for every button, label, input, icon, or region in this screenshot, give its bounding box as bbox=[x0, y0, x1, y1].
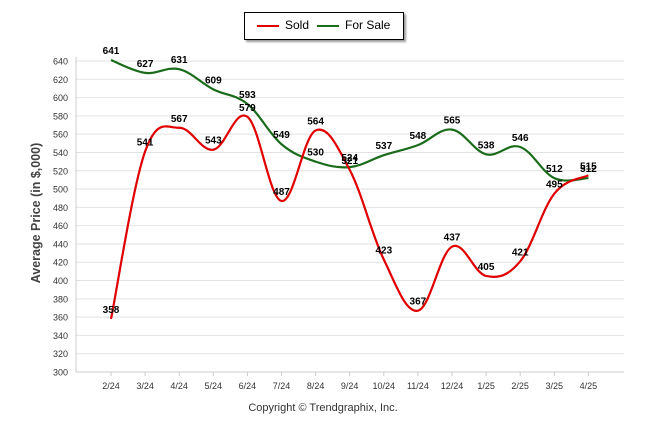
x-tick-label: 10/24 bbox=[373, 381, 396, 391]
x-tick-label: 3/25 bbox=[546, 381, 564, 391]
data-label-for-sale: 565 bbox=[444, 116, 461, 127]
data-label-sold: 405 bbox=[478, 262, 495, 273]
y-tick-label: 480 bbox=[53, 203, 68, 213]
x-tick-label: 4/25 bbox=[580, 381, 598, 391]
y-axis-ticks: 300 320 340 360 380 400 420 440 460 480 500 520 540 5… bbox=[53, 57, 68, 378]
data-label-sold: 367 bbox=[410, 297, 427, 308]
y-axis-label: Average Price (in $,000) bbox=[29, 142, 43, 284]
legend: Sold For Sale bbox=[244, 12, 404, 40]
data-label-for-sale: 538 bbox=[478, 140, 495, 151]
data-label-sold: 421 bbox=[512, 247, 529, 258]
data-label-sold: 521 bbox=[341, 156, 358, 167]
x-tick-label: 4/24 bbox=[170, 381, 188, 391]
data-label-for-sale: 524 bbox=[341, 153, 358, 164]
data-label-for-sale: 641 bbox=[103, 46, 120, 57]
data-label-for-sale: 546 bbox=[512, 133, 529, 144]
series-lines bbox=[109, 59, 589, 320]
grid-lines bbox=[75, 57, 624, 373]
x-tick-label: 2/24 bbox=[102, 381, 120, 391]
x-tick-label: 11/24 bbox=[407, 381, 429, 391]
data-label-for-sale: 609 bbox=[205, 75, 222, 86]
data-label-sold: 495 bbox=[546, 180, 563, 191]
data-label-sold: 358 bbox=[103, 305, 120, 316]
data-label-sold: 543 bbox=[205, 136, 222, 147]
data-label-for-sale: 530 bbox=[307, 148, 324, 159]
y-tick-label: 640 bbox=[53, 57, 68, 67]
data-label-for-sale: 512 bbox=[580, 164, 597, 175]
data-label-sold: 579 bbox=[239, 103, 256, 114]
y-tick-label: 380 bbox=[53, 294, 68, 304]
data-label-sold: 564 bbox=[307, 117, 324, 128]
x-tick-label: 7/24 bbox=[273, 381, 291, 391]
y-tick-label: 320 bbox=[53, 349, 68, 359]
data-label-for-sale: 548 bbox=[410, 131, 427, 142]
x-tick-label: 2/25 bbox=[511, 381, 529, 391]
x-tick-label: 12/24 bbox=[441, 381, 464, 391]
x-tick-label: 1/25 bbox=[477, 381, 495, 391]
x-tick-label: 3/24 bbox=[136, 381, 154, 391]
y-tick-label: 400 bbox=[53, 276, 68, 286]
y-tick-label: 460 bbox=[53, 221, 68, 231]
data-label-sold: 515 bbox=[580, 161, 597, 172]
y-tick-label: 540 bbox=[53, 148, 68, 158]
y-tick-label: 520 bbox=[53, 166, 68, 176]
data-label-for-sale: 593 bbox=[239, 90, 256, 101]
data-label-sold: 541 bbox=[137, 138, 154, 149]
data-label-sold: 567 bbox=[171, 114, 188, 125]
y-tick-label: 560 bbox=[53, 130, 68, 140]
data-labels: 358 541 567 543 579 487 564 521 423 367 437 405 421 4… bbox=[103, 46, 598, 316]
legend-swatch-sold bbox=[257, 25, 279, 27]
legend-label-sold: Sold bbox=[285, 18, 310, 32]
data-label-for-sale: 627 bbox=[137, 59, 154, 70]
x-axis-ticks: 2/24 3/24 4/24 5/24 6/24 7/24 8/24 9/24 10/24 11/… bbox=[102, 372, 597, 391]
data-label-for-sale: 631 bbox=[171, 55, 188, 66]
copyright-footer: Copyright © Trendgraphix, Inc. bbox=[248, 402, 398, 414]
data-label-for-sale: 537 bbox=[375, 141, 392, 152]
y-tick-label: 580 bbox=[53, 111, 68, 121]
series-line-sold bbox=[109, 114, 589, 320]
data-label-sold: 487 bbox=[273, 187, 290, 198]
legend-label-for-sale: For Sale bbox=[345, 18, 391, 32]
y-tick-label: 340 bbox=[53, 331, 68, 341]
data-label-for-sale: 512 bbox=[546, 164, 563, 175]
y-tick-label: 360 bbox=[53, 313, 68, 323]
series-line-for-sale bbox=[110, 59, 589, 182]
x-tick-label: 9/24 bbox=[341, 381, 359, 391]
x-tick-label: 6/24 bbox=[239, 381, 257, 391]
data-label-sold: 423 bbox=[375, 245, 392, 256]
y-tick-label: 620 bbox=[53, 75, 68, 85]
data-label-sold: 437 bbox=[444, 233, 461, 244]
y-tick-label: 300 bbox=[53, 368, 68, 378]
y-tick-label: 420 bbox=[53, 258, 68, 268]
x-tick-label: 5/24 bbox=[205, 381, 223, 391]
x-tick-label: 8/24 bbox=[307, 381, 325, 391]
data-label-for-sale: 549 bbox=[273, 130, 290, 141]
y-tick-label: 440 bbox=[53, 239, 68, 249]
legend-swatch-for-sale bbox=[317, 25, 339, 27]
y-tick-label: 600 bbox=[53, 93, 68, 103]
y-tick-label: 500 bbox=[53, 185, 68, 195]
